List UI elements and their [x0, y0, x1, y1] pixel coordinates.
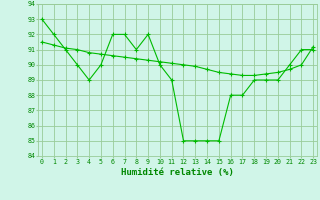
X-axis label: Humidité relative (%): Humidité relative (%)	[121, 168, 234, 177]
